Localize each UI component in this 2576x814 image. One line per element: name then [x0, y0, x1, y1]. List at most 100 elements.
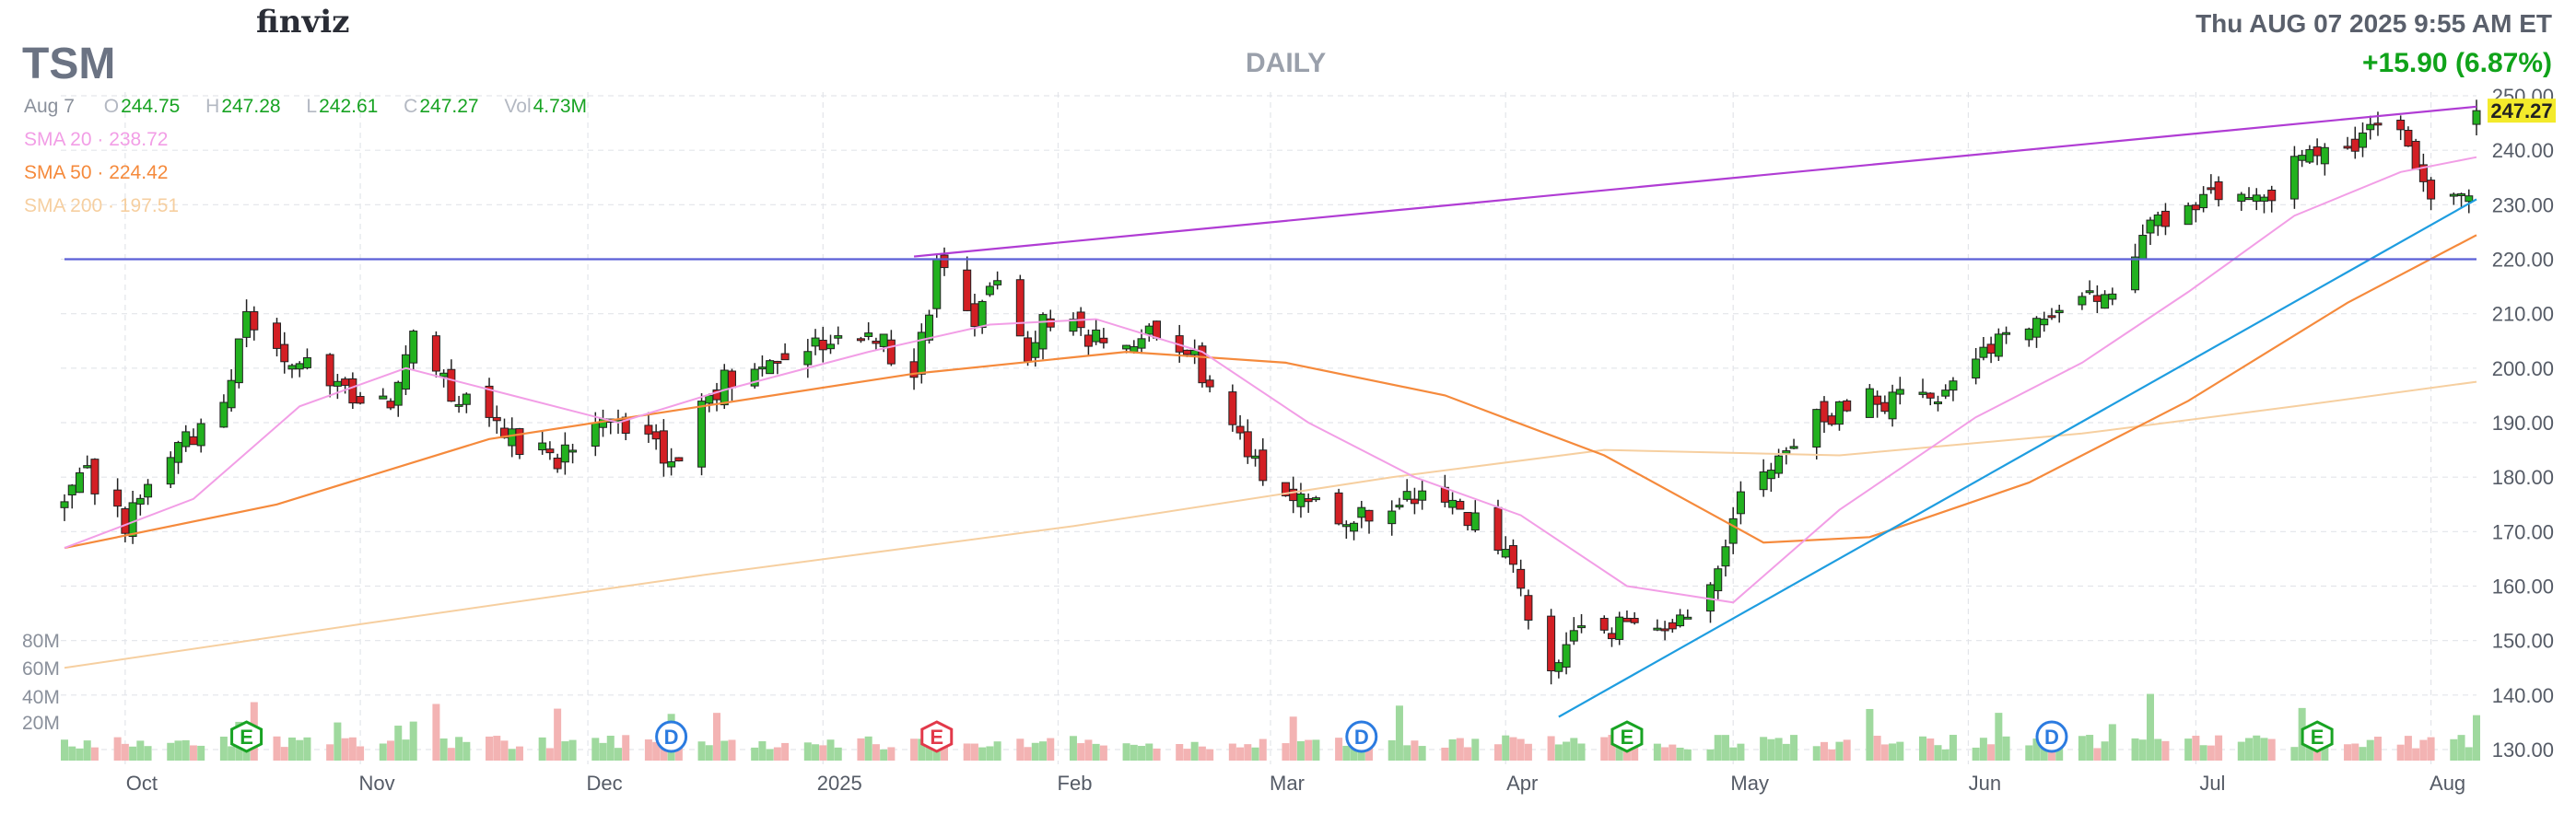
- candle-body: [560, 444, 569, 463]
- candle-body: [538, 442, 547, 451]
- volume-bar: [1190, 741, 1199, 761]
- volume-bar: [963, 743, 971, 761]
- volume-bar: [1896, 741, 1904, 761]
- candle-body: [2418, 164, 2428, 182]
- volume-bar: [334, 722, 342, 761]
- volume-bar: [1411, 740, 1419, 761]
- x-tick-label: Oct: [126, 772, 158, 795]
- volume-bar: [720, 740, 729, 761]
- candle-body: [1728, 517, 1738, 544]
- volume-bar: [1092, 743, 1100, 761]
- candle-body: [1895, 389, 1904, 395]
- y-tick-label: 130.00: [2492, 738, 2554, 762]
- x-tick-label: Mar: [1270, 772, 1305, 795]
- trendline-upper: [913, 105, 2477, 258]
- candle-body: [250, 310, 259, 331]
- candle-body: [1599, 618, 1609, 631]
- candle-body: [2032, 318, 2042, 338]
- candle-body: [2350, 138, 2359, 152]
- candle-body: [2404, 129, 2413, 147]
- candle-body: [325, 354, 334, 387]
- volume-bar: [1554, 744, 1563, 761]
- sma50-line: [64, 234, 2477, 550]
- volume-bar: [2146, 693, 2154, 761]
- volume-bar: [357, 746, 365, 761]
- volume-bar: [76, 748, 84, 761]
- finviz-logo[interactable]: finviz: [256, 4, 350, 41]
- candle-body: [492, 416, 501, 422]
- volume-bar: [2199, 745, 2207, 761]
- volume-bar: [1524, 743, 1532, 761]
- volume-bar: [781, 742, 790, 761]
- volume-bar: [144, 746, 152, 761]
- volume-bar: [2184, 738, 2193, 761]
- volume-bar: [463, 741, 471, 761]
- low-value: 242.61: [319, 96, 379, 117]
- candle-body: [1926, 392, 1935, 399]
- volume-bar: [2313, 749, 2322, 761]
- event-marker-label: E: [2311, 726, 2324, 749]
- candle-body: [1099, 337, 1108, 343]
- candle-body: [2289, 156, 2299, 200]
- candle-body: [773, 360, 782, 364]
- candle-body: [591, 422, 600, 447]
- candle-body: [431, 335, 440, 372]
- candle-body: [2465, 195, 2474, 203]
- candle-body: [1979, 346, 1988, 358]
- candle-body: [2472, 110, 2481, 125]
- candle-body: [1448, 499, 1458, 508]
- volume-bar: [880, 749, 888, 761]
- candles-group: [60, 99, 2481, 685]
- candle-body: [1524, 595, 1533, 621]
- event-marker-label: E: [1621, 726, 1634, 749]
- volume-bar: [1016, 738, 1025, 761]
- volume-bar: [1669, 744, 1677, 761]
- volume-bar: [728, 739, 736, 761]
- volume-bar: [402, 739, 410, 761]
- y-tick-label: 220.00: [2492, 249, 2554, 272]
- volume-bar: [197, 745, 205, 761]
- candle-body: [1516, 568, 1526, 589]
- candle-body: [667, 460, 676, 468]
- candle-body: [1812, 409, 1821, 448]
- event-marker-earnings: E: [2301, 720, 2334, 753]
- event-marker-label: D: [1354, 726, 1369, 749]
- candle-body: [1949, 380, 1958, 391]
- volume-bar: [857, 738, 865, 761]
- earnings-marker-shape: [1610, 720, 1644, 753]
- volume-bar: [2025, 745, 2033, 761]
- candle-body: [386, 401, 395, 409]
- volume-bar: [758, 740, 767, 761]
- candle-body: [940, 254, 949, 269]
- volume-bar: [918, 738, 926, 761]
- candle-body: [659, 430, 668, 464]
- candle-body: [295, 363, 304, 370]
- volume-bar: [1395, 705, 1403, 761]
- candle-body: [1395, 505, 1404, 508]
- event-marker-label: D: [664, 726, 679, 749]
- candle-body: [1994, 333, 2003, 357]
- volume-bar: [2245, 738, 2254, 761]
- volume-bar: [409, 721, 417, 761]
- volume-bar: [819, 745, 827, 761]
- volume-bar: [1084, 739, 1093, 761]
- volume-bar: [940, 741, 948, 761]
- candle-body: [181, 431, 191, 448]
- volume-bar: [1547, 736, 1555, 761]
- volume-value: 4.73M: [533, 96, 587, 117]
- candle-body: [1015, 279, 1025, 337]
- volume-bar: [1122, 743, 1130, 761]
- volume-bar: [2093, 748, 2102, 761]
- candle-body: [1782, 450, 1791, 454]
- candle-body: [447, 368, 456, 402]
- volume-bar: [1774, 738, 1783, 761]
- high-label: H: [205, 96, 220, 117]
- candle-body: [189, 436, 198, 446]
- volume-bar: [113, 737, 122, 761]
- candle-body: [757, 366, 767, 370]
- volume-bar: [986, 746, 994, 761]
- volume-bar: [993, 741, 1001, 761]
- trendline-rising: [1558, 198, 2477, 718]
- volume-bar: [568, 739, 577, 761]
